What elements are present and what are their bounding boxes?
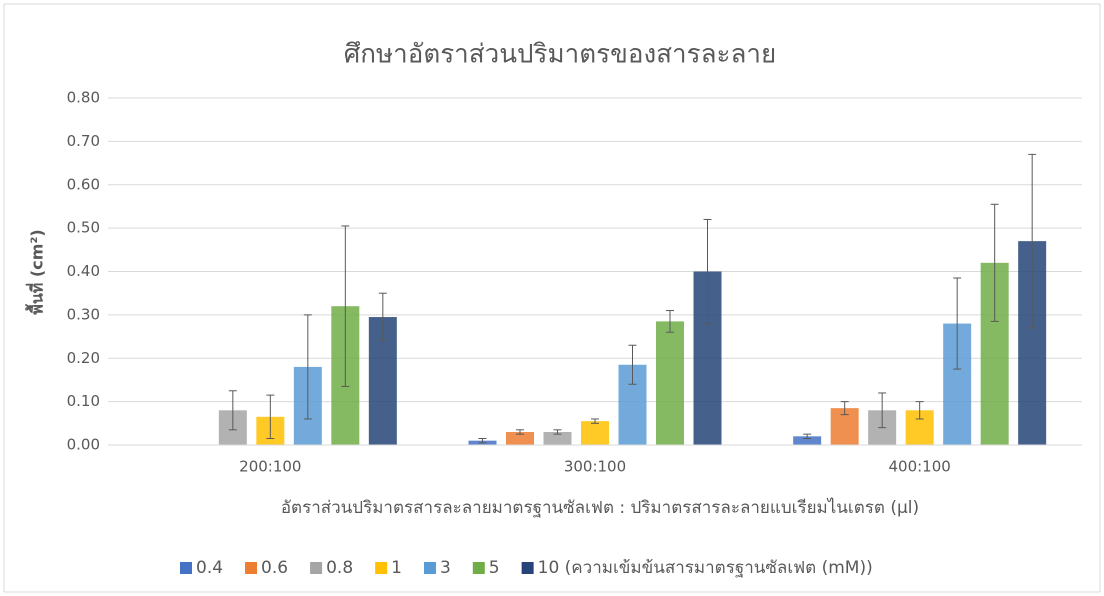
y-tick-label: 0.60 [67, 175, 100, 193]
error-bar [703, 218, 712, 325]
bar [581, 421, 609, 445]
legend-label: 0.4 [196, 558, 223, 578]
legend-swatch [245, 562, 258, 574]
legend-swatch [375, 562, 388, 574]
x-tick-label: 400:100 [889, 458, 951, 476]
y-tick-label: 0.00 [67, 436, 100, 454]
y-tick-label: 0.30 [67, 305, 100, 323]
error-bar [478, 437, 487, 444]
legend-label: 3 [440, 558, 451, 578]
y-axis-label: พื้นที่ (cm²) [25, 229, 47, 314]
error-bar [553, 429, 562, 435]
bar [543, 431, 572, 445]
error-bar [1028, 153, 1037, 329]
error-bar [840, 401, 849, 416]
error-bar [516, 429, 524, 435]
error-bar [628, 344, 637, 385]
error-bar [591, 418, 599, 424]
error-bar [803, 433, 812, 439]
legend-swatch [423, 562, 436, 574]
y-tick-label: 0.80 [67, 89, 100, 107]
error-bar [666, 310, 674, 333]
error-bar [953, 277, 962, 370]
error-bar [341, 225, 350, 387]
y-tick-label: 0.40 [67, 262, 100, 280]
legend-swatch [180, 562, 192, 574]
error-bar [303, 314, 312, 420]
x-axis-label: อัตราส่วนปริมาตรสารละลายมาตรฐานซัลเฟต : … [281, 497, 919, 518]
error-bar [266, 394, 275, 439]
chart-frame [3, 3, 1101, 593]
legend-label: 0.6 [261, 558, 288, 578]
y-tick-label: 0.10 [67, 392, 100, 410]
bar [656, 321, 684, 445]
y-tick-label: 0.70 [67, 132, 100, 150]
error-bar [378, 292, 387, 342]
x-tick-label: 200:100 [239, 458, 301, 476]
legend-label: 5 [489, 558, 500, 578]
legend-swatch [310, 562, 323, 574]
legend-label: 1 [391, 558, 402, 578]
chart-title: ศึกษาอัตราส่วนปริมาตรของสารละลาย [344, 40, 777, 70]
error-bar [878, 392, 887, 429]
legend-swatch [472, 562, 485, 574]
bar [793, 436, 822, 445]
legend-label: 0.8 [326, 558, 353, 578]
legend-label: 10 (ความเข้มข้นสารมาตรฐานซัลเฟต (mM)) [538, 558, 873, 578]
legend-swatch [521, 562, 534, 574]
y-tick-label: 0.20 [67, 349, 100, 367]
bar [506, 431, 534, 445]
error-bar [915, 401, 924, 420]
error-bar [990, 203, 999, 322]
error-bar [228, 390, 237, 431]
y-tick-label: 0.50 [67, 219, 100, 237]
x-tick-label: 300:100 [564, 458, 626, 476]
